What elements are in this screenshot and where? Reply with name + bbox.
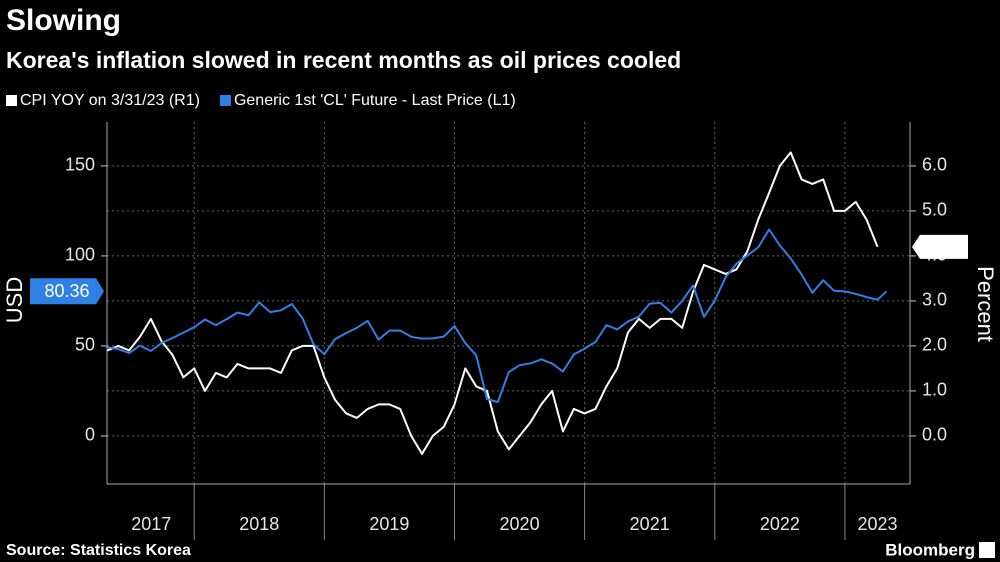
x-tick-label: 2021 (630, 514, 670, 534)
x-tick-label: 2019 (369, 514, 409, 534)
y-tick-label: 50 (75, 335, 95, 355)
chart-title: Slowing (6, 4, 121, 37)
source: Source: Statistics Korea (6, 542, 191, 559)
y-tick-label: 100 (65, 245, 95, 265)
y2-tick-label: 6.0 (922, 155, 947, 175)
brand: Bloomberg (885, 540, 975, 559)
y-axis-title: USD (2, 277, 27, 323)
y2-tick-label: 1.0 (922, 380, 947, 400)
value-label: 4.2 (927, 237, 952, 257)
y2-tick-label: 0.0 (922, 425, 947, 445)
value-badge (912, 234, 968, 259)
legend-label: Generic 1st 'CL' Future - Last Price (L1… (234, 92, 516, 109)
x-tick-label: 2023 (857, 514, 897, 534)
y-tick-label: 150 (65, 155, 95, 175)
brand-icon (979, 542, 995, 558)
series-line (107, 228, 888, 404)
x-tick-label: 2020 (500, 514, 540, 534)
x-tick-label: 2017 (131, 514, 171, 534)
y2-tick-label: 3.0 (922, 290, 947, 310)
legend-swatch (219, 95, 231, 106)
value-label: 80.36 (44, 281, 89, 301)
chart-subtitle: Korea's inflation slowed in recent month… (6, 47, 681, 73)
y2-axis-title: Percent (973, 266, 998, 342)
y2-tick-label: 2.0 (922, 335, 947, 355)
series-line (107, 151, 879, 455)
y-tick-label: 0 (85, 425, 95, 445)
value-badge (30, 278, 104, 305)
legend-label: CPI YOY on 3/31/23 (R1) (20, 92, 200, 109)
y2-tick-label: 5.0 (922, 200, 947, 220)
x-tick-label: 2018 (239, 514, 279, 534)
legend-swatch (6, 95, 17, 106)
x-tick-label: 2022 (760, 514, 800, 534)
